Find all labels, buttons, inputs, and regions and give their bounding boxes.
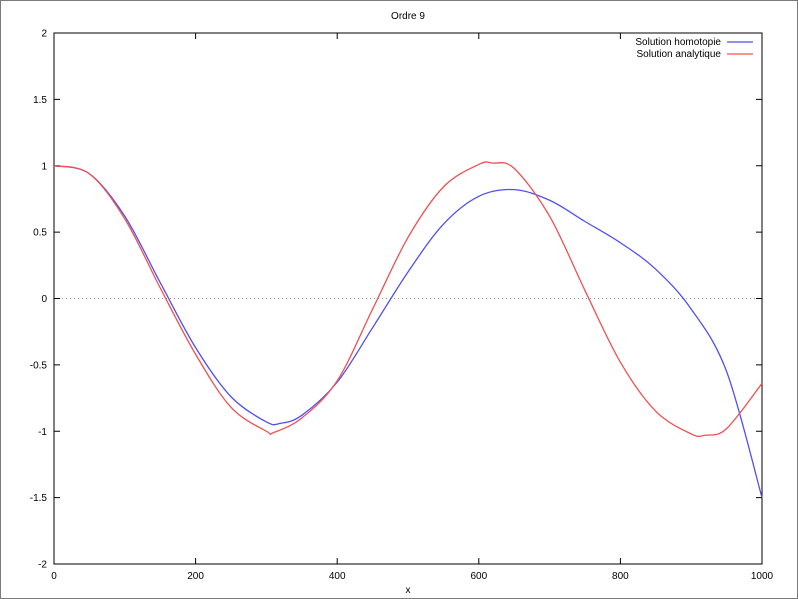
y-tick-label: 2 xyxy=(41,29,47,40)
x-tick-label: 0 xyxy=(51,571,57,582)
x-axis-label: x xyxy=(406,585,411,596)
y-tick-label: 0 xyxy=(41,294,47,305)
x-tick-label: 400 xyxy=(329,571,346,582)
legend-label-homotopie: Solution homotopie xyxy=(635,37,721,48)
y-tick-label: -1 xyxy=(38,427,47,438)
legend-label-analytique: Solution analytique xyxy=(636,49,721,60)
y-tick-label: 1 xyxy=(41,161,47,172)
y-tick-label: 0.5 xyxy=(33,228,47,239)
y-tick-label: -2 xyxy=(38,560,47,571)
plot-frame xyxy=(53,32,763,565)
x-tick-label: 1000 xyxy=(751,571,774,582)
legend: Solution homotopie Solution analytique xyxy=(635,37,753,60)
y-tick-label: 1.5 xyxy=(33,95,47,106)
y-tick-label: -1.5 xyxy=(30,493,48,504)
series-line-analytique xyxy=(53,161,763,438)
x-tick-label: 200 xyxy=(187,571,204,582)
axis-ticks: 0 200 400 600 800 1000 2 1.5 1 0.5 0 -0.5 -1 -1.5 -2 xyxy=(30,29,774,583)
x-tick-label: 800 xyxy=(612,571,629,582)
series-line-homotopie xyxy=(53,165,763,498)
series-layer xyxy=(53,161,763,498)
y-tick-label: -0.5 xyxy=(30,360,48,371)
chart-title: Ordre 9 xyxy=(391,11,425,22)
x-tick-label: 600 xyxy=(470,571,487,582)
